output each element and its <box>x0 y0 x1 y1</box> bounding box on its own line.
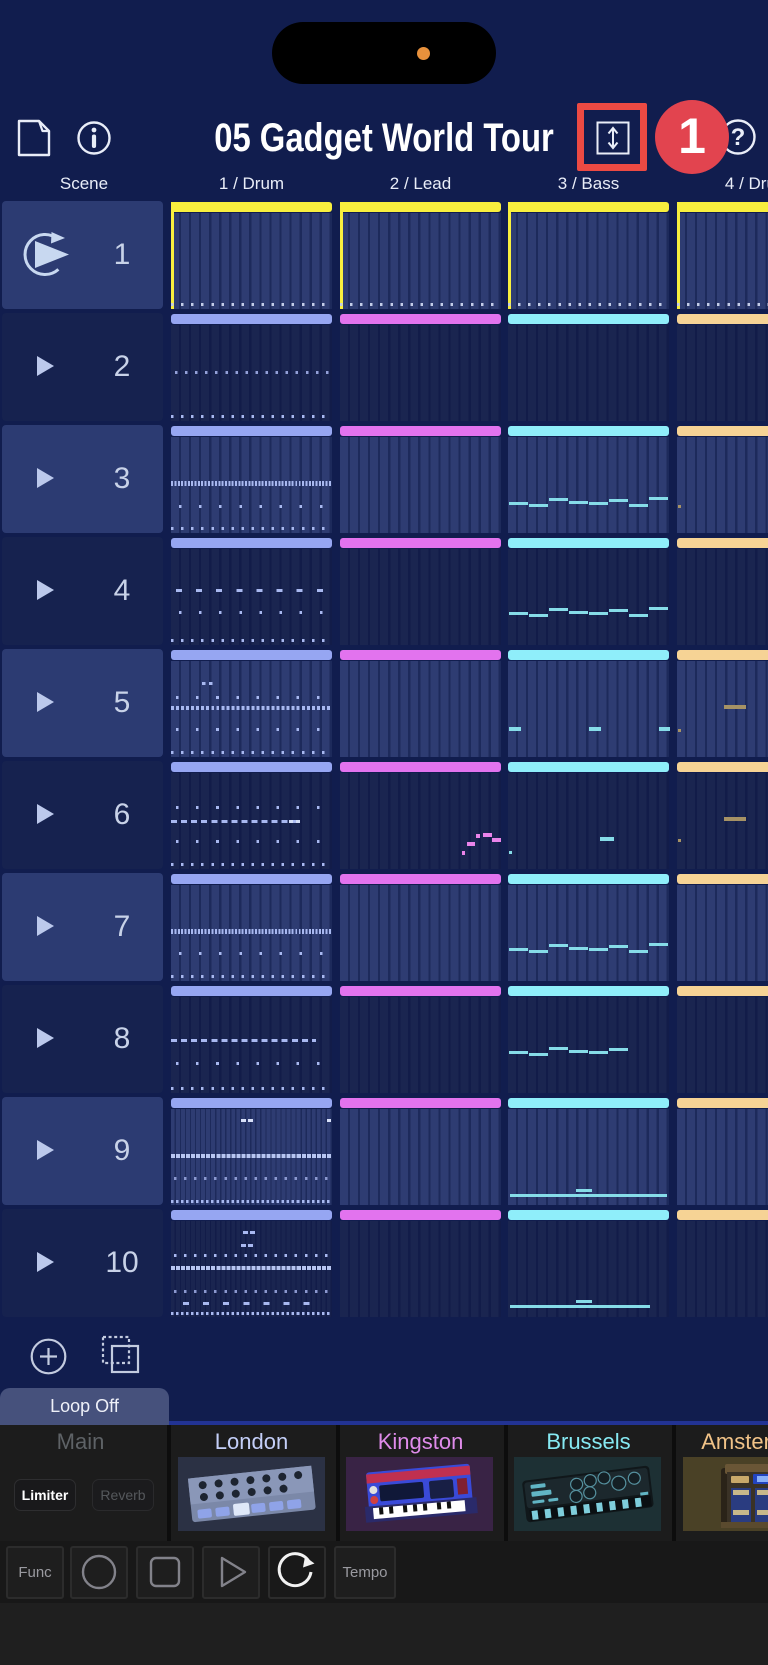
svg-text:?: ? <box>731 124 746 151</box>
